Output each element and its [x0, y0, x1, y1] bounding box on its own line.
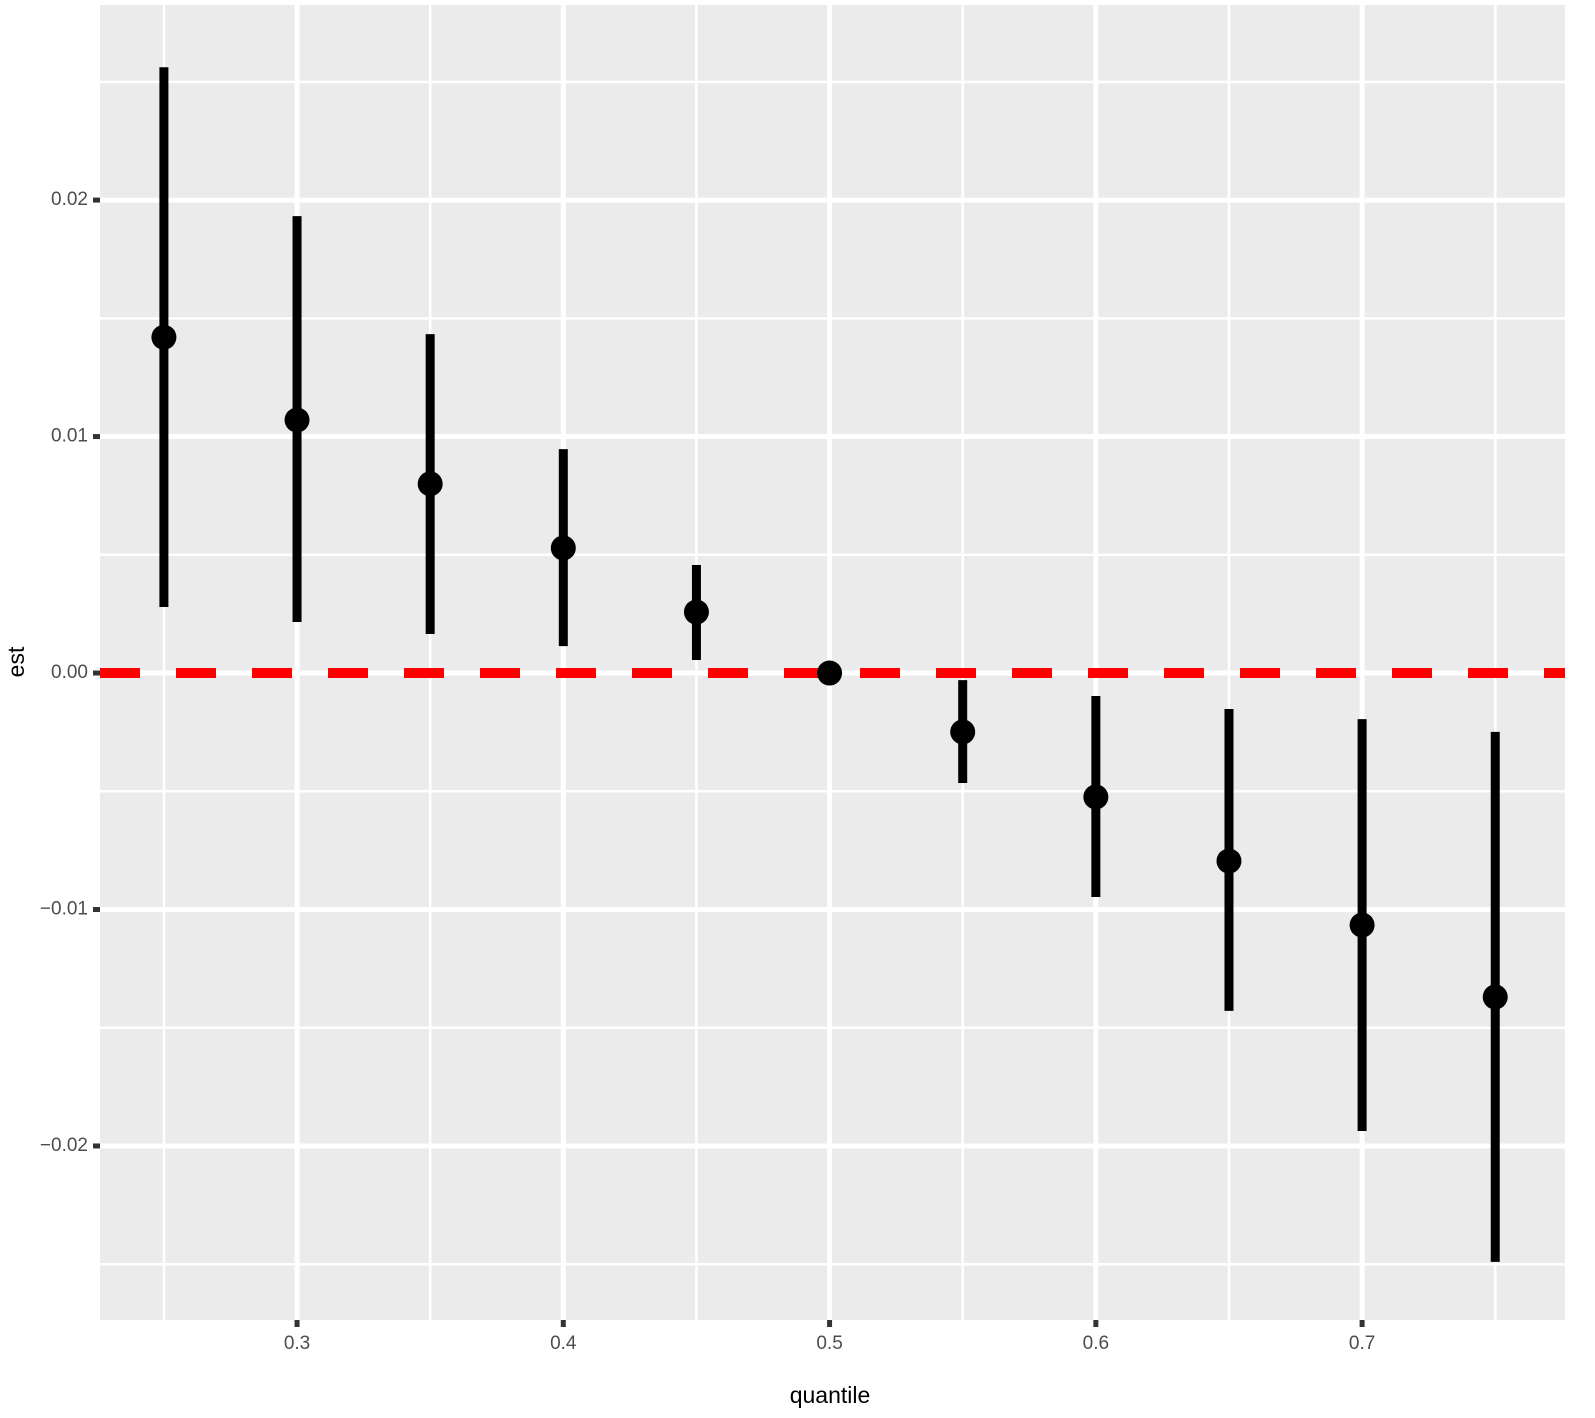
point — [817, 660, 843, 686]
point — [1083, 784, 1109, 810]
y-tick-label: 0.00 — [51, 662, 88, 683]
point — [1349, 912, 1375, 938]
point — [550, 535, 576, 561]
point — [1216, 848, 1242, 874]
y-tick-label: 0.02 — [51, 189, 88, 210]
point — [683, 599, 709, 625]
y-axis-title: est — [3, 646, 29, 677]
x-axis-title: quantile — [790, 1382, 871, 1408]
y-tick-label: −0.01 — [40, 899, 88, 920]
y-tick-label: 0.01 — [51, 426, 88, 447]
x-tick-label: 0.7 — [1349, 1333, 1375, 1354]
point — [950, 719, 976, 745]
x-tick-label: 0.3 — [284, 1333, 310, 1354]
x-tick-label: 0.6 — [1083, 1333, 1109, 1354]
point — [284, 407, 310, 433]
point — [151, 324, 177, 350]
x-tick-label: 0.4 — [550, 1333, 577, 1354]
point — [1482, 984, 1508, 1010]
y-tick-label: −0.02 — [40, 1135, 88, 1156]
x-tick-label: 0.5 — [816, 1333, 842, 1354]
point — [417, 471, 443, 497]
